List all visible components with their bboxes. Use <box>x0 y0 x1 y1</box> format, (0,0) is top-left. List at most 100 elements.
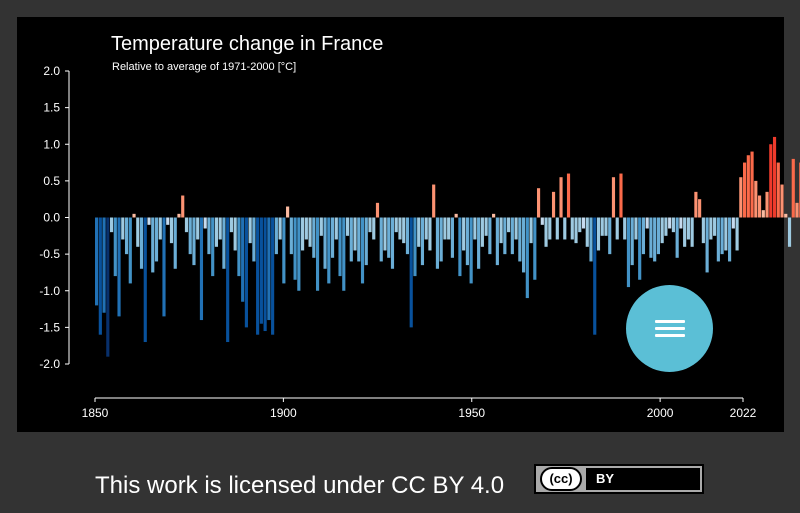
bar-1949 <box>465 217 469 266</box>
bar-2019 <box>728 217 732 262</box>
bar-1989 <box>615 217 619 240</box>
bar-2032 <box>776 162 780 218</box>
bar-1988 <box>611 177 616 218</box>
bar-1992 <box>626 217 631 288</box>
y-tick-label: 0.5 <box>43 174 60 188</box>
bar-1952 <box>477 217 481 269</box>
bar-1912 <box>327 217 331 284</box>
bar-1928 <box>387 217 391 258</box>
bar-2018 <box>724 217 728 251</box>
bar-1897 <box>271 217 275 335</box>
bar-1917 <box>345 217 350 236</box>
bar-2031 <box>772 136 777 218</box>
bar-1905 <box>301 217 305 251</box>
bar-1910 <box>319 217 323 236</box>
bar-2028 <box>761 210 765 218</box>
bar-1878 <box>199 217 204 321</box>
y-tick-label: -0.5 <box>39 247 60 261</box>
bar-2007 <box>683 217 687 247</box>
bar-1893 <box>256 217 260 335</box>
y-tick-label: 2.0 <box>43 64 60 78</box>
bar-1894 <box>259 217 263 324</box>
bar-1860 <box>132 213 136 218</box>
bar-1934 <box>409 217 413 328</box>
bar-1902 <box>289 217 293 255</box>
bar-1955 <box>488 217 492 255</box>
bar-1939 <box>428 217 432 251</box>
cc-logo-icon: (cc) <box>540 467 582 491</box>
bar-1950 <box>469 217 473 284</box>
bar-2024 <box>746 155 750 218</box>
bar-1924 <box>372 217 376 240</box>
bar-1951 <box>473 217 477 240</box>
bar-1880 <box>207 217 211 255</box>
bar-2005 <box>675 217 679 258</box>
bar-1874 <box>184 217 189 233</box>
bar-1959 <box>503 217 507 255</box>
bar-1931 <box>398 217 402 240</box>
bar-1852 <box>102 217 106 313</box>
bar-1906 <box>304 217 308 240</box>
cc-by-badge[interactable]: (cc) BY <box>534 464 704 494</box>
bar-1984 <box>596 217 601 251</box>
bar-1987 <box>608 217 612 255</box>
bar-1979 <box>578 217 582 233</box>
y-tick-label: 1.0 <box>43 137 60 151</box>
chart-title: Temperature change in France <box>111 33 384 55</box>
bar-1865 <box>151 217 155 273</box>
bar-2017 <box>720 217 724 255</box>
bar-1861 <box>136 217 140 247</box>
bar-2004 <box>671 217 675 233</box>
bar-2034 <box>784 213 788 218</box>
x-tick-label: 1900 <box>270 406 297 420</box>
bar-1995 <box>638 217 642 280</box>
bar-1942 <box>439 217 443 262</box>
bar-1925 <box>375 202 380 218</box>
bar-1857 <box>121 217 125 240</box>
bar-2009 <box>690 217 694 247</box>
bar-1895 <box>263 217 267 332</box>
bar-1866 <box>154 217 159 262</box>
bar-1986 <box>604 217 608 236</box>
bar-1901 <box>286 206 290 218</box>
bar-2030 <box>769 144 773 218</box>
bar-1863 <box>143 217 147 343</box>
bar-1964 <box>522 217 526 273</box>
x-tick-label: 1950 <box>458 406 485 420</box>
bar-1916 <box>342 217 346 291</box>
bar-1868 <box>162 217 166 317</box>
bar-1882 <box>214 217 219 247</box>
menu-button[interactable] <box>626 285 713 372</box>
bar-1903 <box>293 217 297 280</box>
x-tick-label: 1850 <box>82 406 109 420</box>
bar-1904 <box>297 217 301 291</box>
bar-2029 <box>765 191 769 218</box>
bar-1998 <box>649 217 653 258</box>
bar-2010 <box>694 191 698 218</box>
bar-1859 <box>128 217 132 284</box>
bar-2001 <box>660 217 664 244</box>
bar-1877 <box>196 217 200 240</box>
bar-1884 <box>222 217 226 269</box>
bar-1935 <box>413 217 417 277</box>
cc-badge-background <box>586 468 700 490</box>
cc-by-label: BY <box>596 471 615 486</box>
bar-1953 <box>480 217 484 247</box>
bar-1922 <box>364 217 368 266</box>
bar-1956 <box>492 213 496 218</box>
bar-1930 <box>394 217 398 233</box>
y-tick-label: -1.0 <box>39 284 60 298</box>
bar-1915 <box>338 217 342 277</box>
bar-1896 <box>267 217 271 321</box>
bar-1932 <box>402 217 406 244</box>
bar-1941 <box>435 217 440 269</box>
bar-1909 <box>315 217 320 291</box>
bar-1937 <box>420 217 425 266</box>
bar-1947 <box>458 217 462 277</box>
bar-1900 <box>282 217 286 284</box>
bar-1872 <box>177 213 181 218</box>
y-tick-label: 0.0 <box>43 211 60 225</box>
bar-1853 <box>106 217 110 357</box>
bar-1921 <box>360 217 365 284</box>
